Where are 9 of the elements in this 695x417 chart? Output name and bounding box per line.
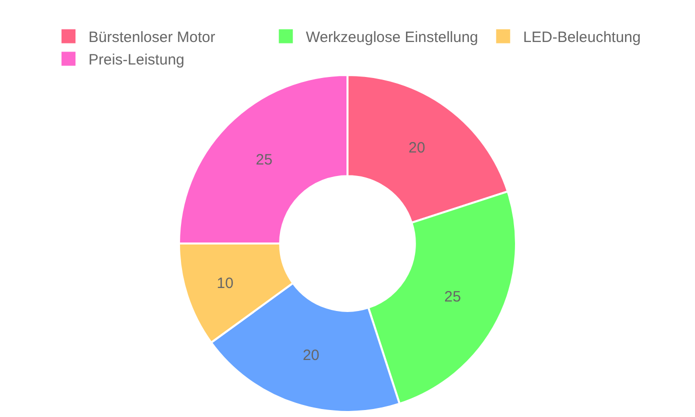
data-label: 25 bbox=[444, 288, 461, 306]
legend-label: Preis-Leistung bbox=[88, 52, 184, 69]
data-label: 25 bbox=[256, 152, 272, 169]
data-label: 20 bbox=[302, 347, 320, 364]
data-label: 20 bbox=[408, 140, 426, 157]
legend-label: LED-Beleuchtung bbox=[523, 29, 641, 46]
legend-label: Bürstenloser Motor bbox=[88, 29, 216, 46]
data-label: 10 bbox=[216, 274, 234, 292]
legend-label: Werkzeuglose Einstellung bbox=[306, 29, 478, 46]
